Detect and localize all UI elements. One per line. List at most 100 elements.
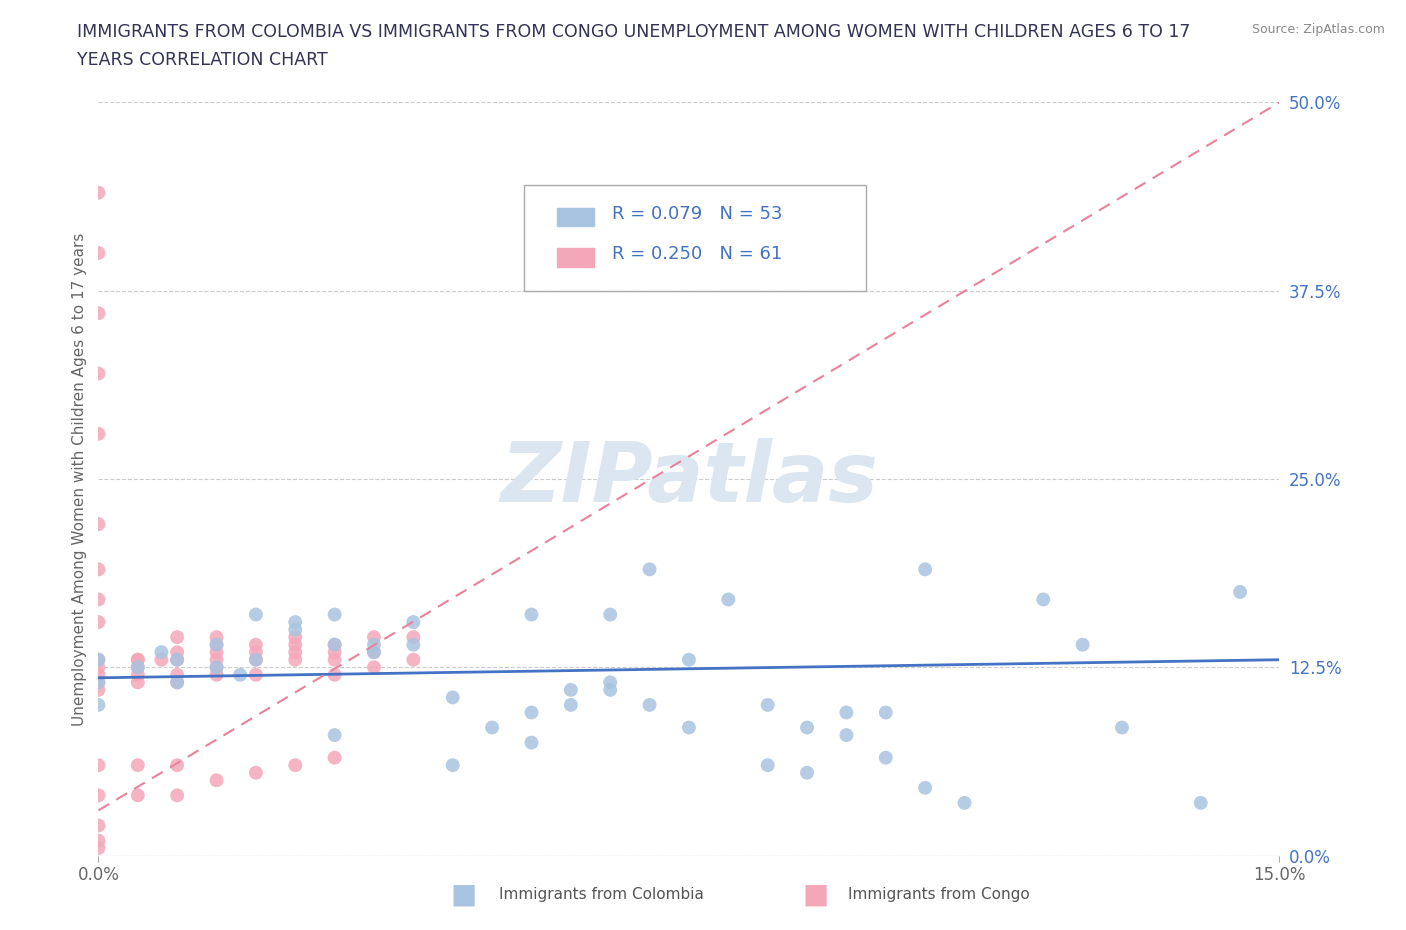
Point <box>205 660 228 675</box>
Point <box>245 644 267 659</box>
Point <box>87 675 110 690</box>
Point <box>402 637 425 652</box>
Point <box>323 637 346 652</box>
Point <box>87 562 110 577</box>
Point <box>835 727 858 742</box>
Point <box>1071 637 1094 652</box>
Point <box>127 652 149 667</box>
Point <box>87 517 110 532</box>
Point <box>441 758 464 773</box>
Point <box>363 630 385 644</box>
Point <box>150 644 173 659</box>
Point <box>323 652 346 667</box>
Point <box>205 630 228 644</box>
Text: R = 0.250   N = 61: R = 0.250 N = 61 <box>612 246 782 263</box>
Point <box>284 652 307 667</box>
Point <box>87 758 110 773</box>
Point <box>678 652 700 667</box>
Point <box>166 668 188 683</box>
Bar <box>557 207 595 226</box>
Point <box>166 644 188 659</box>
Point <box>87 426 110 441</box>
Text: YEARS CORRELATION CHART: YEARS CORRELATION CHART <box>77 51 328 69</box>
Point <box>166 630 188 644</box>
Point <box>875 751 897 765</box>
Point <box>87 660 110 675</box>
Point <box>323 644 346 659</box>
Point <box>205 652 228 667</box>
Point <box>678 720 700 735</box>
Point <box>323 607 346 622</box>
Point <box>245 652 267 667</box>
Point <box>87 698 110 712</box>
Point <box>914 780 936 795</box>
Point <box>87 592 110 607</box>
Point <box>127 660 149 675</box>
Point <box>166 758 188 773</box>
Point <box>284 630 307 644</box>
Point <box>284 622 307 637</box>
Point <box>87 366 110 381</box>
Point <box>756 758 779 773</box>
Point <box>363 637 385 652</box>
Text: Immigrants from Congo: Immigrants from Congo <box>848 887 1029 902</box>
Point <box>1229 585 1251 600</box>
Point <box>87 652 110 667</box>
FancyBboxPatch shape <box>523 185 866 290</box>
Point <box>323 727 346 742</box>
Text: Source: ZipAtlas.com: Source: ZipAtlas.com <box>1251 23 1385 36</box>
Point <box>87 652 110 667</box>
Point <box>245 765 267 780</box>
Text: ZIPatlas: ZIPatlas <box>501 438 877 520</box>
Text: ■: ■ <box>451 881 477 909</box>
Point <box>1111 720 1133 735</box>
Point <box>166 652 188 667</box>
Point <box>875 705 897 720</box>
Point <box>245 652 267 667</box>
Point <box>363 644 385 659</box>
Bar <box>557 248 595 267</box>
Y-axis label: Unemployment Among Women with Children Ages 6 to 17 years: Unemployment Among Women with Children A… <box>72 232 87 725</box>
Point <box>835 705 858 720</box>
Point <box>127 668 149 683</box>
Point <box>229 668 252 683</box>
Point <box>520 705 543 720</box>
Point <box>205 644 228 659</box>
Point <box>87 306 110 321</box>
Point <box>245 637 267 652</box>
Point <box>953 795 976 810</box>
Point <box>520 607 543 622</box>
Point <box>127 788 149 803</box>
Point <box>914 562 936 577</box>
Text: IMMIGRANTS FROM COLOMBIA VS IMMIGRANTS FROM CONGO UNEMPLOYMENT AMONG WOMEN WITH : IMMIGRANTS FROM COLOMBIA VS IMMIGRANTS F… <box>77 23 1191 41</box>
Point <box>717 592 740 607</box>
Point <box>205 637 228 652</box>
Point <box>323 668 346 683</box>
Point <box>87 833 110 848</box>
Point <box>87 683 110 698</box>
Point <box>520 736 543 751</box>
Point <box>87 185 110 200</box>
Point <box>638 562 661 577</box>
Point <box>166 652 188 667</box>
Point <box>166 788 188 803</box>
Text: ■: ■ <box>803 881 828 909</box>
Point <box>323 637 346 652</box>
Text: Immigrants from Colombia: Immigrants from Colombia <box>499 887 704 902</box>
Point <box>284 637 307 652</box>
Point <box>284 644 307 659</box>
Point <box>205 668 228 683</box>
Point <box>1189 795 1212 810</box>
Point <box>599 675 621 690</box>
Point <box>402 615 425 630</box>
Point <box>796 765 818 780</box>
Point <box>166 675 188 690</box>
Point <box>363 644 385 659</box>
Point <box>245 668 267 683</box>
Point <box>87 818 110 833</box>
Point <box>245 607 267 622</box>
Point <box>481 720 503 735</box>
Text: R = 0.079   N = 53: R = 0.079 N = 53 <box>612 205 783 223</box>
Point <box>150 652 173 667</box>
Point <box>205 773 228 788</box>
